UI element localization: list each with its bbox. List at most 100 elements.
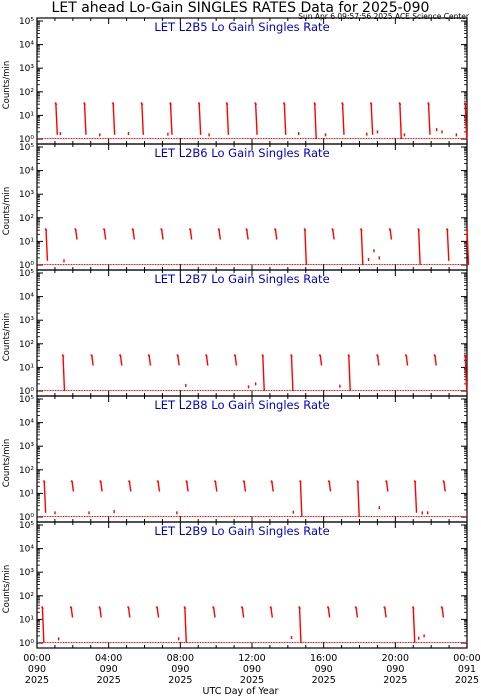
baseline-point (85, 515, 87, 517)
rate-spike (112, 102, 116, 135)
baseline-point (432, 389, 434, 391)
baseline-point (287, 137, 289, 139)
baseline-point (275, 641, 277, 643)
baseline-point (141, 263, 143, 265)
rate-spike (370, 102, 374, 135)
baseline-point (132, 641, 134, 643)
baseline-point (409, 137, 411, 139)
baseline-point (241, 389, 243, 391)
baseline-point (188, 137, 190, 139)
baseline-point (96, 137, 98, 139)
baseline-point (374, 515, 376, 517)
baseline-point (430, 389, 432, 391)
baseline-point (254, 389, 256, 391)
baseline-point (420, 389, 422, 391)
baseline-point (230, 137, 232, 139)
rate-spike-head (326, 606, 330, 610)
baseline-point (432, 263, 434, 265)
x-tick-label-year: 2025 (455, 675, 479, 686)
baseline-point (203, 641, 205, 643)
baseline-point (198, 263, 200, 265)
baseline-point (398, 641, 400, 643)
baseline-point (108, 389, 110, 391)
baseline-point (446, 641, 448, 643)
baseline-point (314, 263, 316, 265)
baseline-point (221, 389, 223, 391)
baseline-point (396, 263, 398, 265)
baseline-point (466, 641, 468, 643)
baseline-point (180, 263, 182, 265)
baseline-point (127, 137, 129, 139)
baseline-point (211, 515, 213, 517)
baseline-point (188, 389, 190, 391)
rate-spike-head (269, 606, 273, 610)
baseline-point (346, 263, 348, 265)
baseline-point (464, 515, 466, 517)
baseline-point (161, 389, 163, 391)
baseline-point (225, 263, 227, 265)
baseline-point (303, 263, 305, 265)
rate-spike-head (54, 102, 58, 106)
baseline-point (454, 137, 456, 139)
baseline-point (341, 641, 343, 643)
rate-spike-head (413, 480, 417, 484)
baseline-point (387, 137, 389, 139)
baseline-point (391, 515, 393, 517)
baseline-point (174, 515, 176, 517)
baseline-point (235, 137, 237, 139)
baseline-point (125, 137, 127, 139)
baseline-point (364, 389, 366, 391)
baseline-point (133, 515, 135, 517)
baseline-point (348, 641, 350, 643)
rate-point (254, 382, 257, 386)
baseline-point (209, 137, 211, 139)
baseline-point (464, 263, 466, 265)
baseline-point (87, 263, 89, 265)
baseline-point (375, 263, 377, 265)
baseline-point (441, 515, 443, 517)
baseline-point (359, 641, 361, 643)
baseline-point (104, 137, 106, 139)
rate-point (176, 511, 178, 515)
baseline-point (459, 515, 461, 517)
baseline-point (337, 137, 339, 139)
baseline-point (169, 137, 171, 139)
baseline-point (53, 137, 55, 139)
baseline-point (67, 515, 69, 517)
baseline-point (408, 515, 410, 517)
baseline-point (219, 389, 221, 391)
baseline-point (375, 389, 377, 391)
baseline-point (101, 137, 103, 139)
baseline-point (125, 263, 127, 265)
baseline-point (67, 263, 69, 265)
baseline-point (324, 641, 326, 643)
baseline-point (264, 137, 266, 139)
baseline-point (51, 641, 53, 643)
baseline-point (401, 263, 403, 265)
baseline-point (232, 389, 234, 391)
baseline-point (446, 263, 448, 265)
baseline-point (448, 641, 450, 643)
baseline-point (269, 137, 271, 139)
baseline-point (109, 641, 111, 643)
y-tick-label: 10⁵ (19, 17, 34, 27)
baseline-point (274, 641, 276, 643)
baseline-point (45, 641, 47, 643)
baseline-point (283, 137, 285, 139)
rate-spike (262, 354, 265, 392)
baseline-point (188, 641, 190, 643)
baseline-point (238, 641, 240, 643)
baseline-point (375, 515, 377, 517)
baseline-point (398, 137, 400, 139)
baseline-point (325, 641, 327, 643)
rate-spike-head (331, 228, 334, 232)
baseline-point (433, 515, 435, 517)
baseline-point (429, 389, 431, 391)
baseline-point (341, 137, 343, 139)
baseline-point (406, 515, 408, 517)
baseline-point (83, 515, 85, 517)
baseline-point (137, 641, 139, 643)
baseline-point (464, 137, 466, 139)
baseline-point (354, 515, 356, 517)
baseline-point (100, 263, 102, 265)
